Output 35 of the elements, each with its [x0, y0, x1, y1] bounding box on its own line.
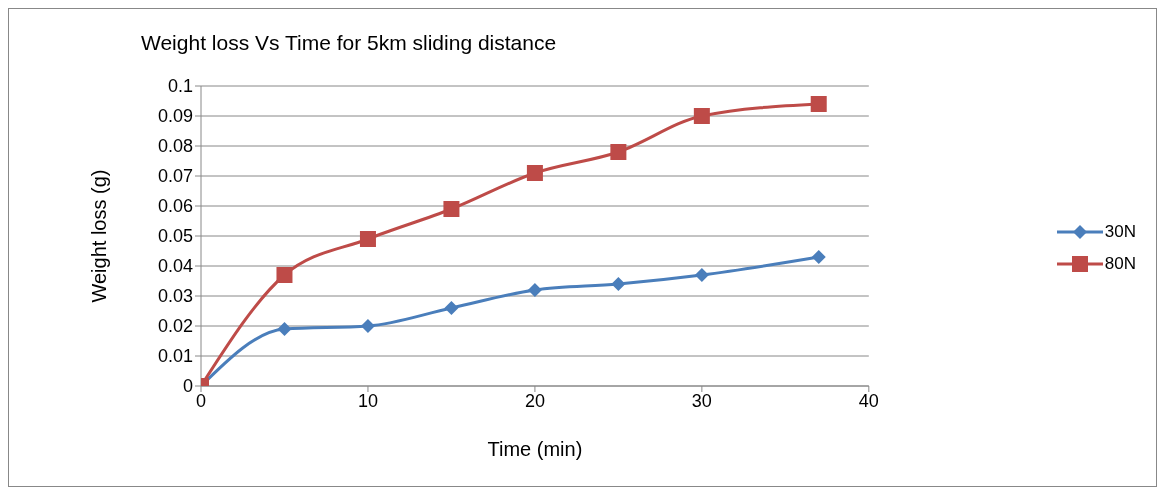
y-tick-label: 0.04 — [157, 256, 193, 277]
point — [810, 96, 827, 112]
y-tick-label: 0.1 — [167, 76, 193, 97]
y-axis-title: Weight loss (g) — [88, 169, 111, 303]
x-tick-label: 0 — [195, 390, 207, 411]
point — [359, 231, 376, 247]
point — [360, 319, 375, 333]
point — [611, 277, 626, 291]
y-tick-label: 0.08 — [157, 136, 193, 157]
y-tick-label: 0.03 — [157, 286, 193, 307]
x-tick-label: 10 — [357, 390, 378, 411]
x-axis-title: Time (min) — [487, 438, 583, 460]
point — [610, 144, 627, 160]
legend-label: 30N — [1104, 221, 1136, 242]
x-tick-label: 20 — [524, 390, 545, 411]
point — [444, 301, 459, 315]
point — [443, 201, 460, 217]
x-tick-label: 30 — [691, 390, 712, 411]
point — [694, 268, 709, 282]
y-tick-label: 0.01 — [157, 346, 193, 367]
legend-label: 80N — [1104, 253, 1136, 274]
point — [811, 250, 826, 264]
point — [276, 267, 293, 283]
y-tick-label: 0.07 — [157, 166, 193, 187]
y-tick-label: 0 — [182, 376, 193, 397]
x-tick-label: 40 — [858, 390, 879, 411]
point — [693, 108, 710, 124]
y-tick-label: 0.05 — [157, 226, 193, 247]
point — [527, 283, 542, 297]
point — [277, 322, 292, 336]
y-tick-label: 0.06 — [157, 196, 193, 217]
point — [526, 165, 543, 181]
chart-title: Weight loss Vs Time for 5km sliding distance — [141, 31, 557, 55]
y-tick-label: 0.02 — [157, 316, 193, 337]
y-tick-label: 0.09 — [157, 106, 193, 127]
